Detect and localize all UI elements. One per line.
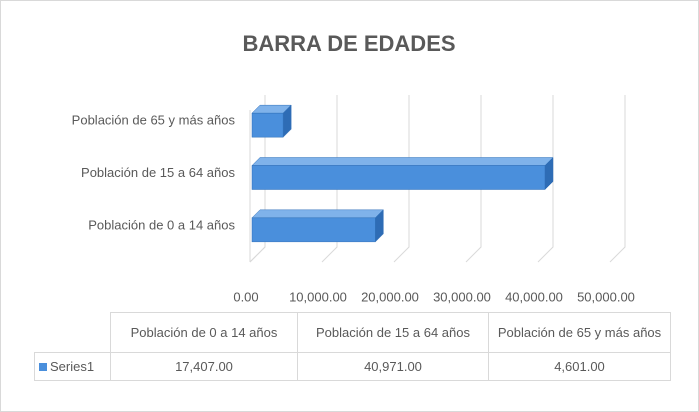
- bar: [251, 217, 376, 243]
- grid-line: [609, 95, 626, 263]
- bar-top: [251, 157, 554, 166]
- bar-top: [251, 209, 384, 219]
- x-tick-label: 20,000.00: [361, 289, 419, 304]
- bar: [251, 112, 284, 138]
- table-value: 4,601.00: [488, 352, 671, 381]
- table-header: Población de 65 y más años: [488, 312, 671, 353]
- table-header: Población de 15 a 64 años: [297, 312, 489, 353]
- y-tick-label: Población de 15 a 64 años: [81, 165, 235, 180]
- table-legend: Series1: [34, 352, 111, 381]
- legend-label: Series1: [50, 358, 95, 374]
- table-value: 17,407.00: [110, 352, 298, 381]
- grid-line: [465, 95, 482, 263]
- grid-line: [249, 95, 266, 263]
- x-tick-label: 0.00: [233, 289, 258, 304]
- y-tick-label: Población de 65 y más años: [72, 113, 236, 128]
- x-tick-label: 50,000.00: [577, 289, 635, 304]
- x-tick-label: 10,000.00: [289, 289, 347, 304]
- x-tick-label: 30,000.00: [433, 289, 491, 304]
- grid-line: [537, 95, 554, 263]
- legend-key: [39, 362, 47, 371]
- bar: [251, 165, 546, 190]
- grid-line: [321, 95, 338, 263]
- x-tick-label: 40,000.00: [505, 289, 563, 304]
- table-header: Población de 0 a 14 años: [110, 312, 298, 353]
- y-tick-label: Población de 0 a 14 años: [88, 217, 235, 232]
- table-value: 40,971.00: [297, 352, 489, 381]
- chart-title: BARRA DE EDADES: [242, 31, 455, 56]
- grid-line: [393, 95, 410, 263]
